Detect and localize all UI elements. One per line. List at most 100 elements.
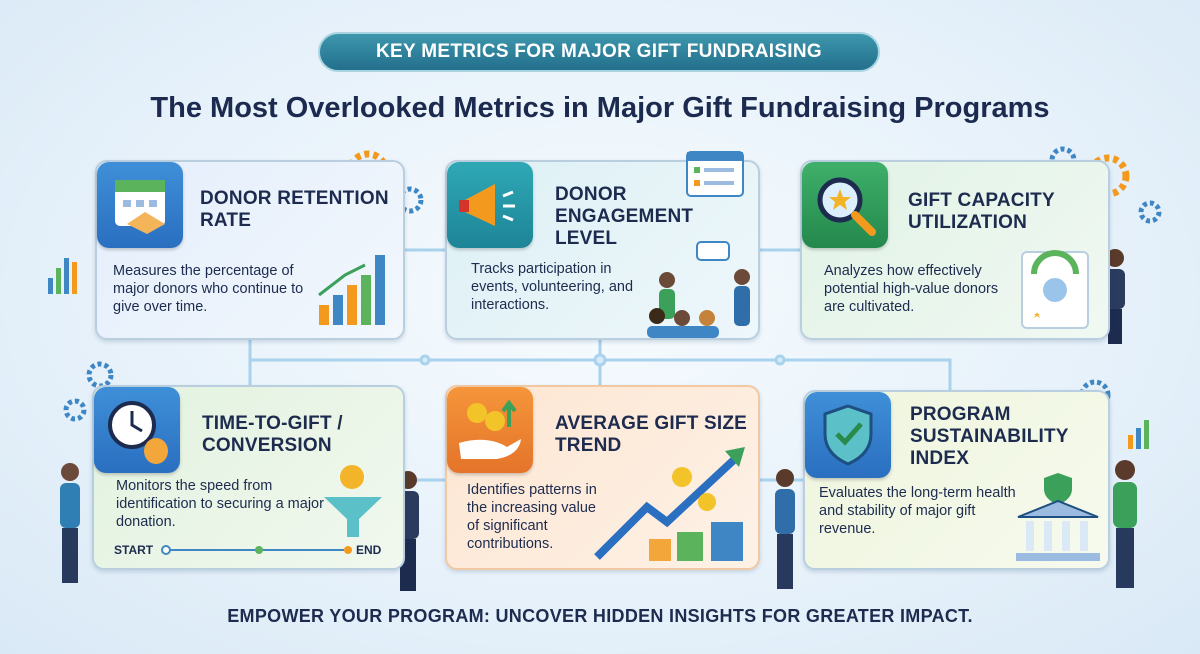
people-illustration-part xyxy=(649,308,665,324)
calendar-icon-part xyxy=(115,180,165,192)
timeline-end: END xyxy=(356,543,382,557)
connector-part xyxy=(593,353,607,367)
bank-illustration-part xyxy=(1017,499,1099,518)
bar-illustration-part xyxy=(333,295,343,325)
trend-illustration-part xyxy=(677,532,703,561)
side-bars xyxy=(48,258,1149,449)
people-illustration-part xyxy=(699,310,715,326)
megaphone-icon-part xyxy=(459,200,469,212)
timeline-illustration-part xyxy=(340,465,364,489)
gear-part xyxy=(63,398,87,422)
side-bars-part xyxy=(1136,428,1141,449)
gear-part xyxy=(86,361,114,389)
calendar-icon-part xyxy=(136,200,144,207)
card-description: Identifies patterns in the increasing va… xyxy=(467,482,597,552)
icon xyxy=(447,162,533,248)
bank-illustration-part xyxy=(1044,473,1072,505)
window-illustration xyxy=(686,151,744,197)
window-illustration-part xyxy=(694,167,700,173)
page-title: The Most Overlooked Metrics in Major Gif… xyxy=(150,92,1050,124)
person xyxy=(60,249,1137,591)
megaphone-icon-part xyxy=(465,184,495,226)
coin-hand-icon-part xyxy=(501,399,517,427)
person-part xyxy=(1108,309,1122,344)
bank-illustration-part xyxy=(1026,521,1034,551)
card: DONOR RETENTION RATE Measures the percen… xyxy=(95,160,405,340)
bar-illustration-part xyxy=(375,255,385,325)
people-illustration-part xyxy=(734,269,750,285)
magnifier-icon xyxy=(817,177,876,236)
people-illustration-part xyxy=(647,326,719,338)
timeline-illustration-part xyxy=(255,546,263,554)
banner: KEY METRICS FOR MAJOR GIFT FUNDRAISING xyxy=(318,32,880,72)
card-title: DONOR ENGAGEMENT LEVEL xyxy=(555,184,694,249)
timeline-illustration xyxy=(161,465,382,555)
clock-icon-part xyxy=(144,438,168,464)
bar-illustration-part xyxy=(361,275,371,325)
bank-illustration-part xyxy=(1016,553,1100,561)
card: AVERAGE GIFT SIZE TREND Identifies patte… xyxy=(445,385,760,570)
coin-hand-icon-part xyxy=(459,439,521,459)
side-bars-part xyxy=(48,278,53,294)
person-part xyxy=(1115,460,1135,480)
bar-illustration-part xyxy=(319,305,329,325)
calendar-icon xyxy=(115,180,165,234)
gear-part xyxy=(396,186,424,214)
clock-icon-part xyxy=(130,411,143,433)
trend-illustration-part xyxy=(725,447,745,467)
person-part xyxy=(62,528,78,583)
side-bars-part xyxy=(72,262,77,294)
people-illustration-part xyxy=(696,241,730,261)
profile-illustration-part xyxy=(1034,312,1040,318)
bank-illustration xyxy=(1016,473,1100,561)
megaphone-icon-part xyxy=(502,190,515,222)
timeline-illustration-part xyxy=(161,545,171,555)
magnifier-icon-part xyxy=(829,189,851,210)
person-part xyxy=(61,463,79,481)
bank-illustration-part xyxy=(1044,521,1052,551)
people-illustration-part xyxy=(734,286,750,326)
trend-illustration-part xyxy=(698,493,716,511)
shield-icon xyxy=(823,404,873,466)
calendar-icon-part xyxy=(123,200,131,207)
bar-illustration-part xyxy=(347,285,357,325)
trend-illustration-part xyxy=(672,467,692,487)
window-illustration-part xyxy=(704,181,734,185)
connector-part xyxy=(774,354,786,366)
person-part xyxy=(776,469,794,487)
timeline-illustration-part xyxy=(324,497,382,537)
icon xyxy=(805,392,891,478)
card-description: Tracks participation in events, voluntee… xyxy=(471,261,634,313)
card-title: TIME-TO-GIFT / CONVERSION xyxy=(202,413,343,456)
trend-illustration xyxy=(594,447,745,561)
profile-illustration-part xyxy=(1043,278,1067,302)
coin-hand-icon-part xyxy=(467,403,487,423)
megaphone-icon xyxy=(459,184,515,226)
footer: EMPOWER YOUR PROGRAM: UNCOVER HIDDEN INS… xyxy=(227,606,973,626)
card-description: Measures the percentage of major donors … xyxy=(113,263,304,315)
card-description: Evaluates the long-term health and stabi… xyxy=(819,485,1016,537)
coin-hand-icon-part xyxy=(485,411,505,431)
timeline-illustration-part xyxy=(344,546,352,554)
calendar-icon-part xyxy=(127,212,165,234)
side-bars-part xyxy=(1144,420,1149,449)
magnifier-icon-part xyxy=(851,211,876,236)
connector-part xyxy=(419,354,431,366)
window-illustration-part xyxy=(687,152,743,161)
side-bars-part xyxy=(64,258,69,294)
card-description: Monitors the speed from identification t… xyxy=(116,478,324,530)
trend-illustration-part xyxy=(649,539,671,561)
trend-illustration-part xyxy=(711,522,743,561)
icon xyxy=(802,162,888,248)
window-illustration-part xyxy=(694,180,700,186)
card-title: AVERAGE GIFT SIZE TREND xyxy=(555,413,748,456)
card: TIME-TO-GIFT / CONVERSION Monitors the s… xyxy=(92,385,405,570)
card-title: DONOR RETENTION RATE xyxy=(200,188,389,231)
coin-hand-icon xyxy=(459,399,521,459)
bank-illustration-part xyxy=(1080,521,1088,551)
person-part xyxy=(775,489,795,534)
bank-illustration-part xyxy=(1062,521,1070,551)
timeline-start: START xyxy=(114,543,154,557)
